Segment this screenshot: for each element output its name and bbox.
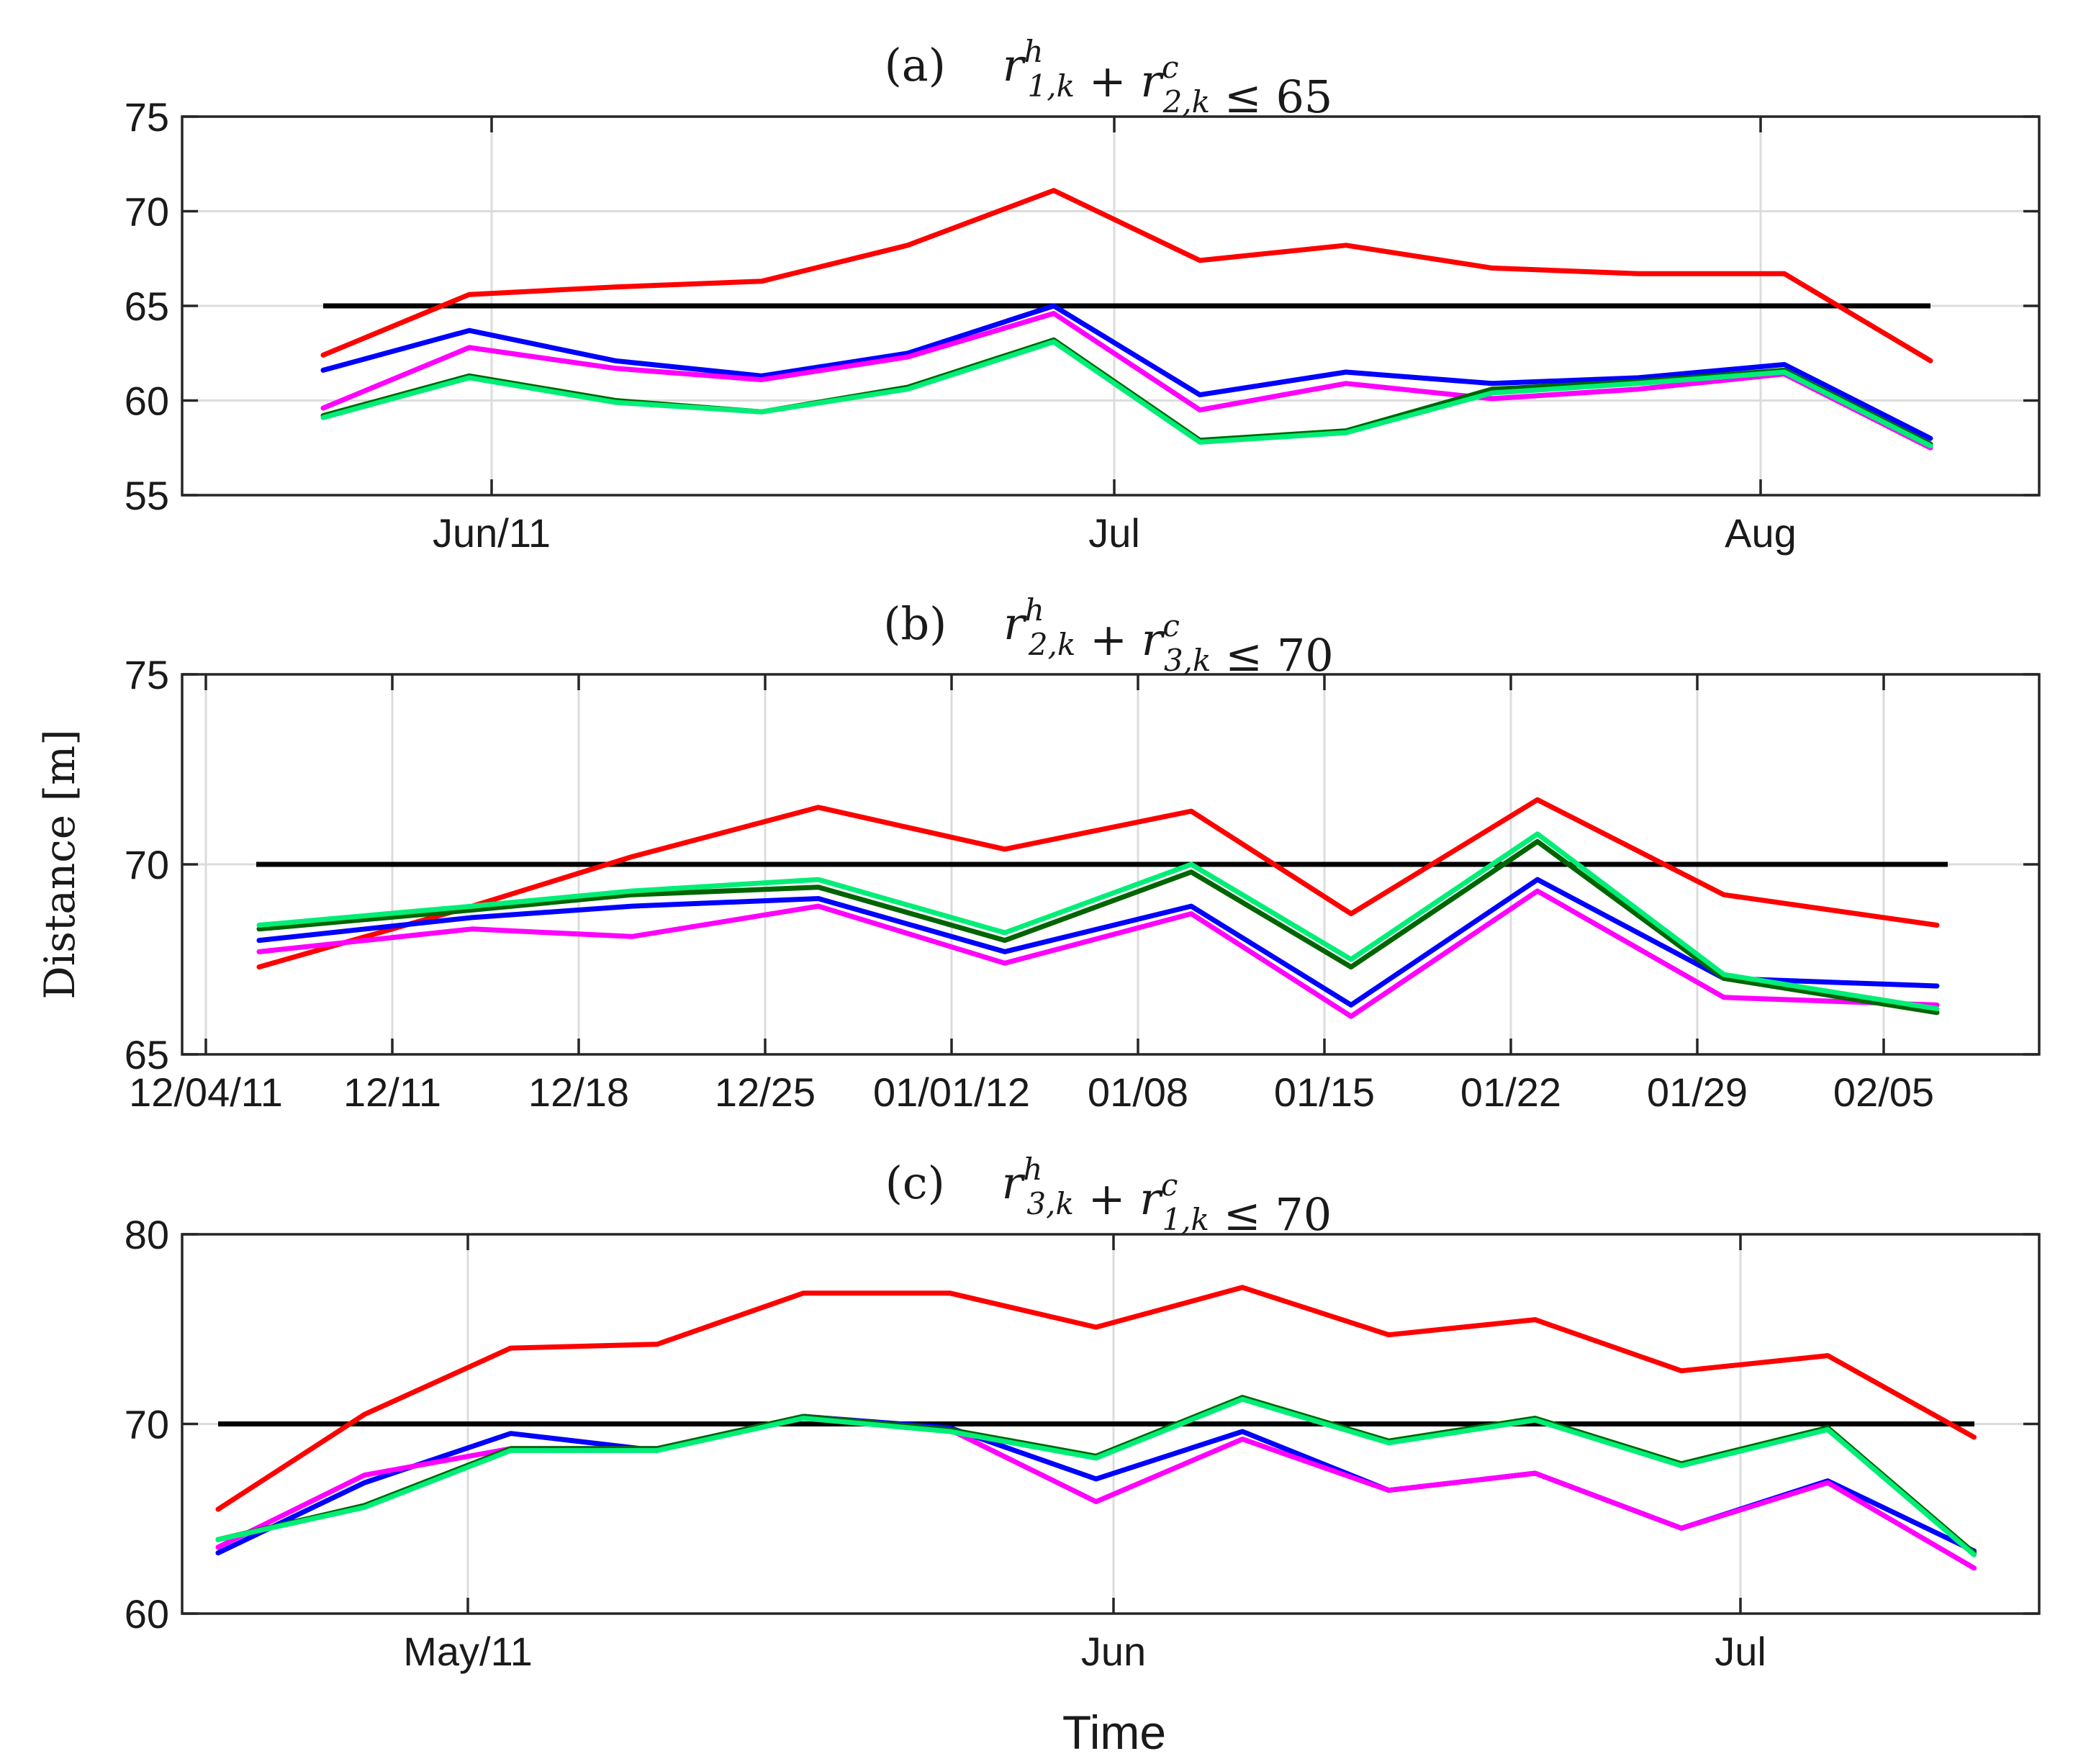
series-line-3 — [320, 311, 1933, 451]
x-tick-label: Jul — [1715, 1629, 1766, 1674]
x-tick-label: 01/22 — [1460, 1069, 1561, 1115]
x-tick-label: Jul — [1088, 510, 1140, 556]
series-line-3 — [256, 888, 1940, 1019]
series-line-2 — [320, 303, 1933, 441]
panel-c: 60 70 80 May/11 Jun Jul (c) rh 3,k + rc 1,k ≤ 70… — [125, 1152, 2041, 1759]
x-tick-label: 12/18 — [528, 1069, 629, 1115]
y-tick-label: 70 — [125, 189, 169, 235]
series-line-1 — [320, 188, 1933, 363]
y-tick-label: 65 — [125, 1032, 169, 1077]
y-tick-label: 55 — [125, 473, 169, 518]
x-tick-label: 01/01/12 — [873, 1069, 1030, 1115]
x-tick-label: Aug — [1725, 510, 1797, 556]
series-line-5 — [256, 831, 1940, 1012]
series-line-3 — [215, 1414, 1977, 1571]
x-tick-label: 12/25 — [715, 1069, 816, 1115]
panel-title: (a) rh 1,k + rc 2,k ≤ 65 — [885, 34, 1333, 123]
y-tick-label: 70 — [125, 842, 169, 887]
x-tick-label: Jun — [1081, 1629, 1146, 1674]
series-line-4 — [215, 1395, 1977, 1556]
series-line-2 — [256, 877, 1940, 1008]
series-line-5 — [320, 339, 1933, 449]
series-line-2 — [215, 1414, 1977, 1556]
series-line-1 — [256, 797, 1940, 970]
panel-title: (b) rh 2,k + rc 3,k ≤ 70 — [883, 592, 1333, 682]
x-tick-label: 12/11 — [343, 1069, 441, 1115]
y-tick-label: 65 — [125, 284, 169, 329]
y-tick-label: 75 — [125, 94, 169, 140]
x-axis-label: Time — [1062, 1706, 1166, 1759]
x-tick-label: Jun/11 — [433, 510, 551, 556]
series-line-1 — [215, 1285, 1977, 1512]
y-tick-label: 60 — [125, 379, 169, 424]
x-tick-label: 01/29 — [1647, 1069, 1748, 1115]
panel-b: 65 70 75 12/04/11 12/11 12/18 12/25 01/01/12 01/… — [35, 592, 2041, 1115]
y-tick-label: 60 — [125, 1591, 169, 1637]
y-tick-label: 80 — [125, 1212, 169, 1257]
y-tick-label: 70 — [125, 1402, 169, 1447]
x-tick-label: 01/08 — [1088, 1069, 1188, 1115]
y-tick-label: 75 — [125, 652, 169, 697]
series-line-5 — [215, 1396, 1977, 1557]
x-tick-label: 01/15 — [1274, 1069, 1375, 1115]
x-tick-label: 02/05 — [1833, 1069, 1934, 1115]
series-line-4 — [256, 838, 1940, 1016]
panel-title: (c) rh 3,k + rc 1,k ≤ 70 — [885, 1152, 1332, 1241]
x-tick-label: 12/04/11 — [129, 1069, 283, 1115]
y-axis-label: Distance [m] — [35, 729, 84, 1000]
x-tick-label: May/11 — [403, 1629, 532, 1674]
panel-a: 55 60 65 70 75 Jun/11 Jul Aug (a) rh 1,k + rc 2,k … — [125, 34, 2041, 556]
